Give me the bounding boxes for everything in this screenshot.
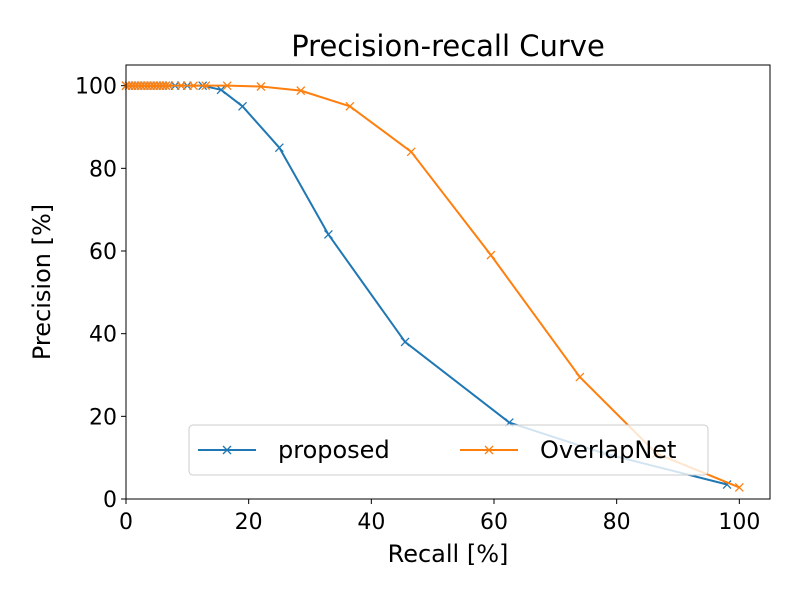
x-tick-label: 60 xyxy=(480,510,508,535)
y-tick-label: 80 xyxy=(89,157,117,182)
data-point xyxy=(406,147,416,157)
legend-entry-proposed: proposed xyxy=(198,436,390,464)
data-point xyxy=(274,143,284,153)
series-overlapnet xyxy=(121,81,744,492)
axis-ticks: 0 20 40 60 80 100 0 20 40 60 80 100 xyxy=(75,75,760,535)
y-tick-label: 40 xyxy=(89,323,117,348)
data-point xyxy=(323,230,333,239)
legend-marker xyxy=(484,445,494,455)
y-tick-label: 0 xyxy=(103,488,117,513)
chart-title: Precision-recall Curve xyxy=(291,29,605,63)
legend-marker xyxy=(222,445,232,455)
x-tick-label: 40 xyxy=(357,510,385,535)
data-point xyxy=(345,101,355,111)
data-point xyxy=(222,81,232,91)
x-axis-label: Recall [%] xyxy=(388,540,509,568)
data-point xyxy=(216,85,226,95)
data-point xyxy=(164,81,174,91)
y-axis-label: Precision [%] xyxy=(28,204,56,360)
data-point xyxy=(189,81,198,91)
x-tick-label: 80 xyxy=(603,510,631,535)
data-point xyxy=(201,81,211,91)
data-point xyxy=(238,101,247,111)
series-layer xyxy=(121,81,744,492)
x-tick-label: 100 xyxy=(718,510,760,535)
data-point xyxy=(486,250,496,260)
data-point xyxy=(400,337,410,347)
y-tick-label: 20 xyxy=(89,405,117,430)
data-point xyxy=(575,372,585,382)
legend-box xyxy=(188,424,709,476)
data-point xyxy=(256,82,266,91)
legend-label: proposed xyxy=(278,436,390,464)
data-point xyxy=(176,81,186,91)
legend: proposed OverlapNet xyxy=(188,424,709,476)
data-point xyxy=(296,86,306,96)
data-point xyxy=(734,482,744,492)
y-tick-label: 60 xyxy=(89,240,117,265)
x-tick-label: 20 xyxy=(235,510,263,535)
legend-entry-overlapnet: OverlapNet xyxy=(460,436,676,464)
plot-frame xyxy=(125,64,771,500)
x-tick-label: 0 xyxy=(119,510,133,535)
legend-label: OverlapNet xyxy=(540,436,676,464)
y-tick-label: 100 xyxy=(75,75,117,100)
data-point xyxy=(161,81,171,91)
